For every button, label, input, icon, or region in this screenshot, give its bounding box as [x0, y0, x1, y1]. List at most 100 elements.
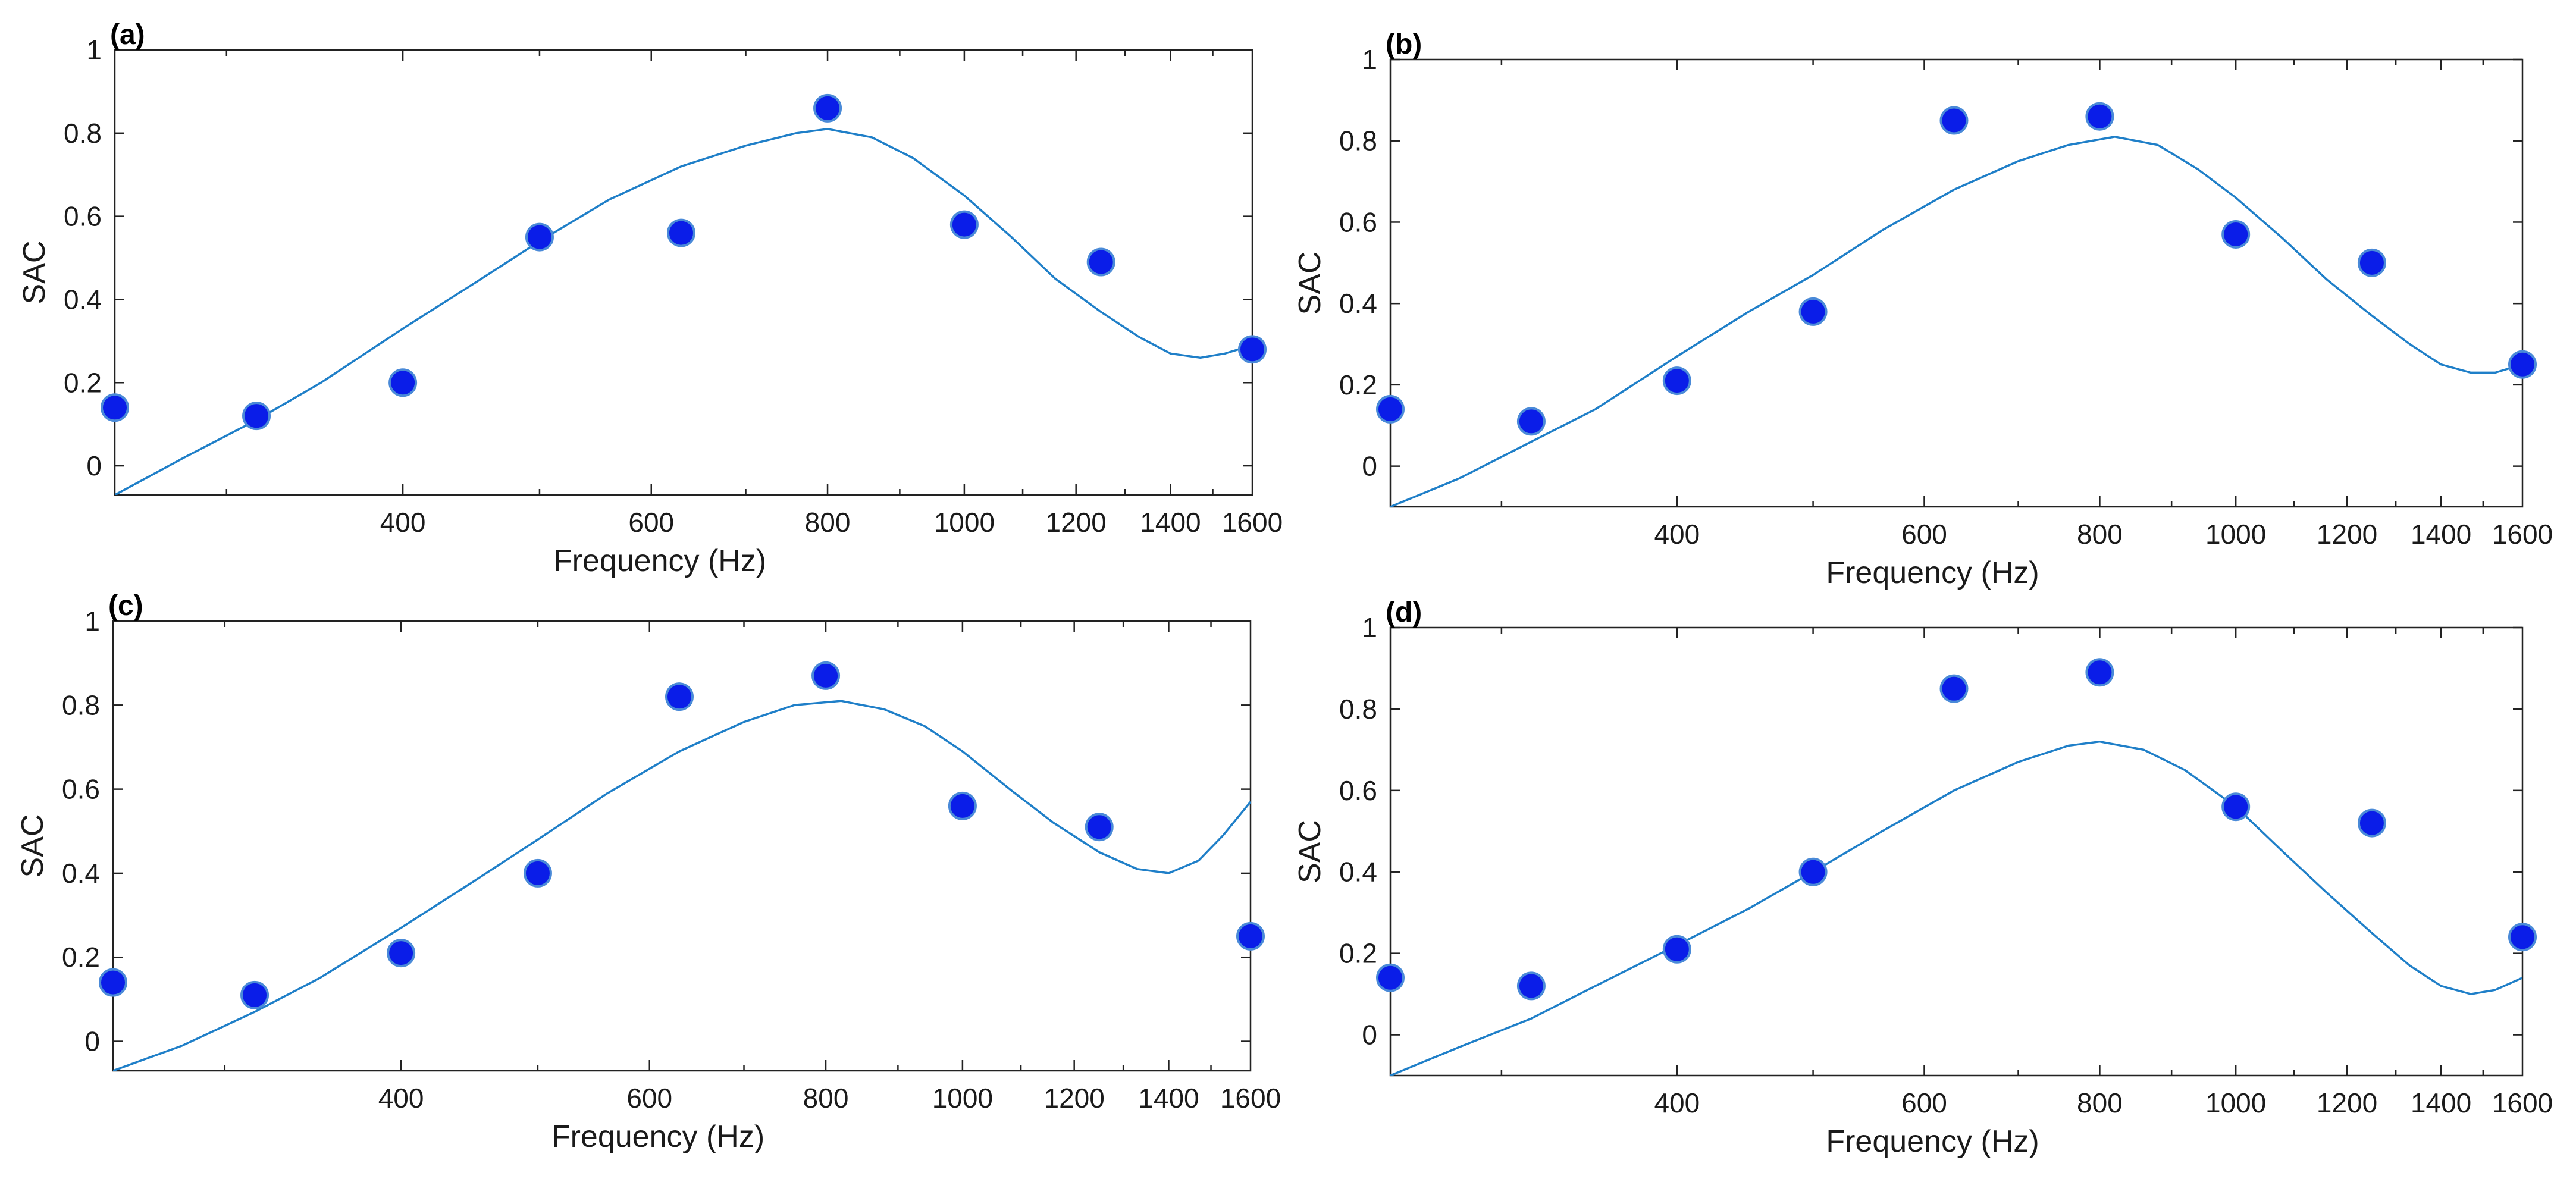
chart-d-y-tick-label: 0.2 [1339, 938, 1377, 969]
chart-b-data-point [2508, 350, 2537, 379]
chart-c-y-tick-label: 1 [84, 606, 100, 637]
chart-c-data-point [240, 980, 269, 1009]
chart-b-data-point [2221, 220, 2251, 249]
chart-c-panel-label: (c) [108, 590, 143, 622]
chart-d-data-point [1516, 971, 1546, 1001]
chart-c-fit-line [113, 700, 1251, 1071]
chart-b-x-axis-label: Frequency (Hz) [1826, 556, 2039, 590]
chart-d-data-point [2085, 658, 2114, 687]
chart-d-x-tick-label: 1000 [2205, 1087, 2266, 1118]
chart-a-y-tick-label: 1 [86, 35, 102, 65]
chart-c-x-tick-label: 1400 [1138, 1083, 1199, 1114]
chart-b-y-tick-label: 1 [1362, 44, 1377, 75]
chart-c-y-tick-label: 0.6 [62, 774, 100, 805]
chart-a-y-tick-label: 0.4 [64, 284, 102, 315]
chart-b-panel-label: (b) [1386, 29, 1422, 60]
chart-b-y-tick-label: 0.2 [1339, 369, 1377, 400]
chart-a-x-tick-label: 400 [380, 507, 426, 538]
chart-d-x-tick-label: 1200 [2317, 1087, 2377, 1118]
chart-d-data-point [2508, 923, 2537, 952]
chart-a-x-tick-label: 1400 [1140, 507, 1201, 538]
chart-a-y-axis-label: SAC [17, 241, 52, 305]
chart-b-data-point [2085, 102, 2114, 131]
chart-c-data-point [387, 939, 416, 968]
chart-a-data-point [666, 218, 695, 247]
chart-c-plot-frame [112, 620, 1252, 1072]
chart-a-data-point [1238, 335, 1267, 364]
chart-c-data-point [1085, 813, 1114, 842]
chart-d-y-tick-label: 0.6 [1339, 775, 1377, 806]
chart-c-x-tick-label: 1600 [1220, 1083, 1281, 1114]
chart-c-data-point [811, 661, 841, 690]
chart-d-data-point [1662, 935, 1691, 964]
chart-a-data-point [525, 222, 554, 252]
chart-c-data-point [665, 682, 694, 711]
chart-a-data-point [813, 93, 842, 123]
chart-b-x-tick-label: 1000 [2205, 519, 2266, 550]
chart-b-x-tick-label: 800 [2077, 519, 2123, 550]
chart-d-data-point [1939, 674, 1969, 703]
chart-c-data-point [99, 968, 127, 997]
chart-a-fit-line [115, 128, 1252, 495]
chart-b-y-tick-label: 0 [1362, 451, 1377, 482]
chart-c-x-tick-label: 1200 [1044, 1083, 1105, 1114]
chart-b-x-tick-label: 1200 [2317, 519, 2377, 550]
chart-b-plot-frame [1389, 58, 2524, 508]
chart-a-x-tick-label: 1600 [1222, 507, 1283, 538]
chart-c-data-point [1236, 921, 1265, 951]
chart-d-y-axis-label: SAC [1293, 820, 1327, 883]
chart-b-fit-line [1390, 136, 2522, 507]
chart-a-y-tick-label: 0.2 [64, 367, 102, 398]
chart-d-plot-frame [1389, 626, 2524, 1077]
chart-d-data-point [1798, 857, 1828, 886]
chart-d-data-point [1376, 963, 1405, 992]
chart-a-data-point [101, 393, 129, 422]
chart-b-data-point [2357, 248, 2386, 277]
chart-d-x-tick-label: 800 [2077, 1087, 2123, 1118]
chart-d-fit-line [1390, 740, 2522, 1076]
chart-c-data-point [948, 791, 977, 820]
chart-c-data-point [523, 858, 552, 888]
chart-b-y-axis-label: SAC [1293, 252, 1327, 315]
chart-c-x-tick-label: 800 [803, 1083, 849, 1114]
chart-d-panel-label: (d) [1386, 597, 1422, 628]
chart-c-y-tick-label: 0.2 [62, 942, 100, 973]
chart-a-y-tick-label: 0 [86, 450, 102, 481]
chart-b-data-point [1376, 394, 1405, 424]
chart-d-y-tick-label: 0.4 [1339, 857, 1377, 888]
chart-d-x-tick-label: 400 [1654, 1087, 1700, 1118]
chart-b-data-point [1939, 106, 1969, 135]
chart-a-y-tick-label: 0.6 [64, 201, 102, 232]
chart-c-y-tick-label: 0.4 [62, 858, 100, 889]
chart-a-data-point [242, 402, 271, 431]
chart-c-x-tick-label: 1000 [932, 1083, 993, 1114]
chart-b-data-point [1516, 407, 1546, 436]
chart-b-y-tick-label: 0.6 [1339, 206, 1377, 237]
chart-a-x-tick-label: 800 [805, 507, 851, 538]
chart-a-x-axis-label: Frequency (Hz) [553, 544, 766, 578]
chart-b-x-tick-label: 400 [1654, 519, 1700, 550]
chart-b-y-tick-label: 0.8 [1339, 126, 1377, 156]
chart-d-y-tick-label: 0.8 [1339, 694, 1377, 725]
chart-a-plot-frame [114, 49, 1253, 496]
chart-a-y-tick-label: 0.8 [64, 118, 102, 149]
chart-c-y-axis-label: SAC [15, 814, 50, 878]
chart-d-data-point [2221, 792, 2251, 822]
chart-b-data-point [1798, 297, 1828, 326]
chart-d-x-tick-label: 1600 [2492, 1087, 2553, 1118]
chart-b-data-point [1662, 366, 1691, 396]
chart-c-x-tick-label: 600 [626, 1083, 672, 1114]
chart-c-x-tick-label: 400 [378, 1083, 424, 1114]
chart-c-x-axis-label: Frequency (Hz) [551, 1120, 764, 1154]
chart-c-y-tick-label: 0 [84, 1026, 100, 1057]
chart-a-x-tick-label: 600 [628, 507, 674, 538]
chart-d-data-point [2357, 808, 2386, 838]
chart-a-x-tick-label: 1200 [1046, 507, 1107, 538]
chart-c-y-tick-label: 0.8 [62, 689, 100, 720]
chart-a-data-point [388, 368, 418, 397]
chart-b-x-tick-label: 600 [1901, 519, 1947, 550]
